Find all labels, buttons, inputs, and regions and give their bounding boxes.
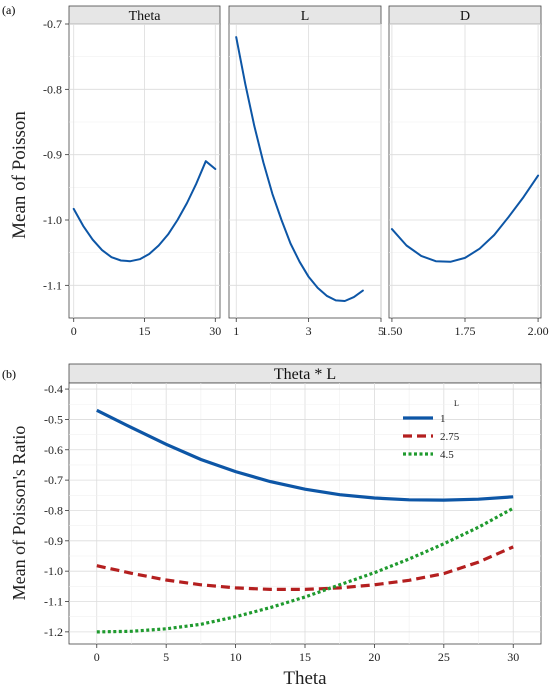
facet-line — [72, 160, 217, 263]
facet-theta: Theta 0 15 30 — [68, 5, 221, 338]
chart-a: Mean of Poisson -0.7 -0.8 -0.9 -1.0 -1.1 The… — [9, 5, 549, 338]
series-line-1 — [96, 408, 514, 502]
series-line-2.75 — [96, 545, 514, 591]
chart-b: Theta * L 0 5 10 15 20 25 30 -0.4 -0.5 -0.6 -0.7 -0… — [9, 363, 542, 689]
b-y-tick-label: -0.4 — [44, 382, 63, 396]
facet-strip-label: Theta — [129, 9, 162, 24]
legend-label-1: 1 — [440, 413, 446, 425]
panel-a-label: (a) — [2, 3, 15, 17]
chart-b-grid — [69, 383, 541, 644]
x-tick-label: 1.50 — [381, 324, 402, 338]
x-tick-label: 30 — [209, 324, 221, 338]
facet-strip-label: D — [460, 9, 470, 24]
facet-l: L 1 3 5 — [228, 5, 384, 338]
b-y-tick-label: -0.9 — [44, 534, 63, 548]
b-y-tick-label: -1.1 — [44, 595, 63, 609]
legend-label-2.75: 2.75 — [440, 431, 460, 443]
b-y-tick-label: -0.6 — [44, 443, 63, 457]
legend-title: L — [454, 399, 459, 408]
b-x-tick-label: 10 — [230, 650, 242, 664]
b-x-tick-label: 0 — [94, 650, 100, 664]
b-x-tick-label: 15 — [299, 650, 311, 664]
x-tick-label: 15 — [139, 324, 151, 338]
x-tick-label: 2.00 — [528, 324, 549, 338]
chart-a-ylabel: Mean of Poisson — [9, 111, 30, 239]
b-x-tick-label: 30 — [507, 650, 519, 664]
chart-b-series — [96, 408, 514, 634]
chart-b-strip-label: Theta * L — [274, 366, 336, 383]
b-x-tick-label: 20 — [368, 650, 380, 664]
b-y-tick-label: -0.8 — [44, 503, 63, 517]
a-y-tick-label: -1.0 — [43, 213, 62, 227]
a-y-tick-label: -0.9 — [43, 148, 62, 162]
a-y-tick-label: -1.1 — [43, 278, 62, 292]
chart-b-xlabel: Theta — [283, 668, 327, 689]
chart-b-legend: L 1 2.75 4.5 — [403, 399, 460, 461]
facet-line — [235, 36, 364, 302]
chart-a-facets: Theta 0 15 30 L 1 3 5 D 1.50 1.75 2.00 — [68, 5, 549, 338]
chart-b-ylabel: Mean of Poisson's Ratio — [9, 426, 29, 601]
facet-plot-area — [228, 23, 382, 319]
a-y-tick-label: -0.7 — [43, 17, 62, 31]
b-y-tick-label: -1.2 — [44, 625, 63, 639]
x-tick-label: 5 — [378, 324, 384, 338]
x-tick-label: 1 — [233, 324, 239, 338]
legend-label-4.5: 4.5 — [440, 449, 454, 461]
facet-line — [390, 174, 540, 263]
x-tick-label: 0 — [71, 324, 77, 338]
facet-d: D 1.50 1.75 2.00 — [381, 5, 549, 338]
b-y-tick-label: -0.5 — [44, 412, 63, 426]
b-x-tick-label: 25 — [438, 650, 450, 664]
x-tick-label: 1.75 — [455, 324, 476, 338]
chart-b-ticks: 0 5 10 15 20 25 30 -0.4 -0.5 -0.6 -0.7 -0.8 -0.9 -1.0… — [44, 382, 519, 664]
b-x-tick-label: 5 — [163, 650, 169, 664]
b-y-tick-label: -0.7 — [44, 473, 63, 487]
panel-b-label: (b) — [2, 367, 16, 381]
chart-a-y-ticks: -0.7 -0.8 -0.9 -1.0 -1.1 — [43, 17, 69, 292]
b-y-tick-label: -1.0 — [44, 564, 63, 578]
a-y-tick-label: -0.8 — [43, 82, 62, 96]
x-tick-label: 3 — [306, 324, 312, 338]
facet-strip-label: L — [301, 9, 310, 24]
